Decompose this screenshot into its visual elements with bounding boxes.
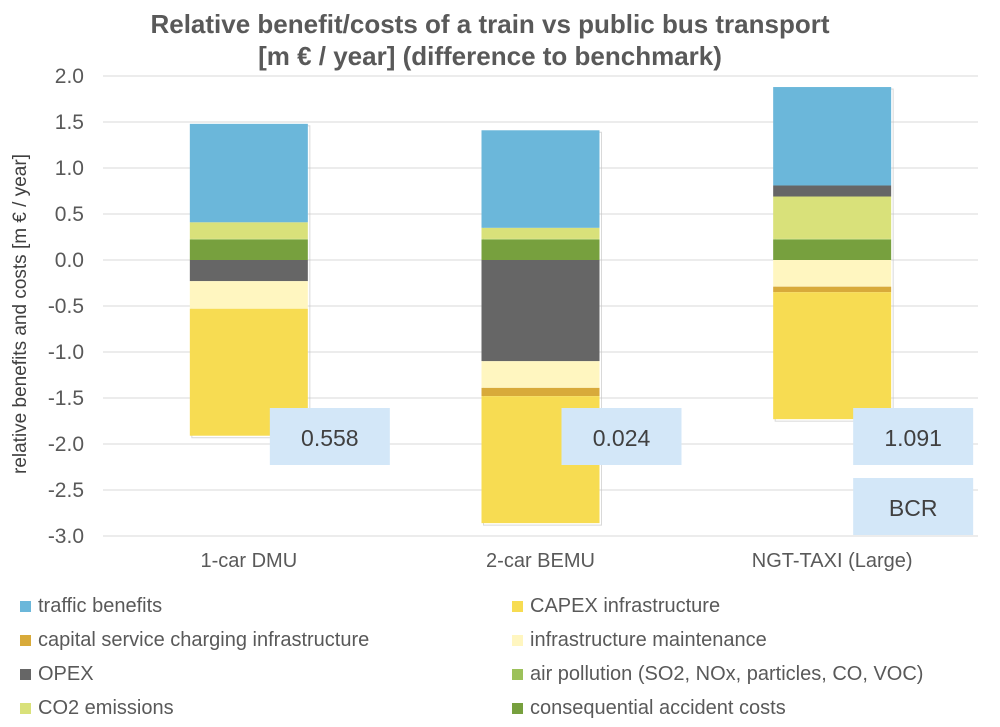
chart-title: Relative benefit/costs of a train vs pub… <box>150 9 829 71</box>
legend-swatch <box>512 668 523 680</box>
bar-segment <box>773 260 892 287</box>
bcr-value: 0.558 <box>301 425 359 451</box>
bar-segment <box>773 185 892 197</box>
bar-segment <box>189 123 308 223</box>
x-category-label: 1-car DMU <box>200 550 297 572</box>
x-category-label: 2-car BEMU <box>486 550 595 572</box>
legend-item: infrastructure maintenance <box>512 628 767 652</box>
bar-segment <box>481 387 600 397</box>
chart-title-line-1: Relative benefit/costs of a train vs pub… <box>150 9 829 39</box>
bar-segment <box>773 292 892 420</box>
y-tick-label: -0.5 <box>48 295 84 318</box>
bars <box>189 87 894 526</box>
bar-segment <box>481 260 600 362</box>
legend-swatch <box>512 634 523 646</box>
bar-segment <box>773 238 892 240</box>
legend: traffic benefits CAPEX infrastructure capi… <box>0 590 1000 727</box>
legend-label: OPEX <box>38 662 94 685</box>
legend-label: capital service charging infrastructure <box>38 628 370 651</box>
legend-swatch <box>512 702 523 714</box>
y-tick-label: -1.5 <box>48 387 84 410</box>
bcr-label: BCR <box>889 495 938 521</box>
legend-label: traffic benefits <box>38 594 163 617</box>
bar-segment <box>189 239 308 260</box>
bar-segment <box>481 239 600 260</box>
bar-segment <box>481 238 600 240</box>
bar-segment <box>189 260 308 282</box>
legend-label: CAPEX infrastructure <box>530 594 721 617</box>
bcr-box <box>269 408 390 465</box>
y-tick-label: 0.0 <box>55 249 84 272</box>
bar-segment <box>773 87 892 186</box>
chart: Relative benefit/costs of a train vs pub… <box>10 9 978 572</box>
bcr-value: 0.024 <box>593 425 651 451</box>
legend-swatch <box>20 702 31 714</box>
legend-label: CO2 emissions <box>38 696 174 719</box>
legend-swatch <box>20 668 31 680</box>
y-tick-label: 2.0 <box>55 65 84 88</box>
legend-item: traffic benefits <box>20 594 162 618</box>
legend-item: OPEX <box>20 662 94 686</box>
x-category-label: NGT-TAXI (Large) <box>752 550 913 572</box>
bar-segment <box>773 286 892 293</box>
y-tick-label: -3.0 <box>48 525 84 548</box>
bar-segment <box>189 281 308 309</box>
y-tick-label: 1.5 <box>55 111 84 134</box>
bcr-boxes: 0.558 0.024 1.091 BCR <box>269 408 974 535</box>
legend-label: infrastructure maintenance <box>530 628 767 651</box>
bar-segment <box>189 222 308 239</box>
legend-item: consequential accident costs <box>512 696 786 720</box>
bar-segment <box>481 130 600 228</box>
legend-item: capital service charging infrastructure <box>20 628 369 652</box>
legend-item: CO2 emissions <box>20 696 174 720</box>
y-tick-label: -2.0 <box>48 433 84 456</box>
y-tick-label: -2.5 <box>48 479 84 502</box>
y-tick-label: 1.0 <box>55 157 84 180</box>
legend-swatch <box>512 600 523 612</box>
bar-segment <box>773 239 892 260</box>
legend-item: CAPEX infrastructure <box>512 594 720 618</box>
bar-segment <box>481 227 600 239</box>
legend-label: consequential accident costs <box>530 696 786 719</box>
y-axis-ticks: 2.0 1.5 1.0 0.5 0.0 -0.5 -1.0 -1.5 -2.0 -2.5 -3.0 <box>48 65 84 548</box>
bar-segment <box>773 196 892 239</box>
bcr-box <box>853 408 974 465</box>
legend-label: air pollution (SO2, NOx, particles, CO, … <box>530 662 924 685</box>
bar-segment <box>189 238 308 240</box>
bcr-label-box <box>853 478 974 535</box>
bcr-value: 1.091 <box>884 425 942 451</box>
bcr-box <box>561 408 682 465</box>
x-axis-categories: 1-car DMU 2-car BEMU NGT-TAXI (Large) <box>200 550 912 572</box>
chart-title-line-2: [m € / year] (difference to benchmark) <box>258 41 722 71</box>
y-tick-label: -1.0 <box>48 341 84 364</box>
legend-swatch <box>20 634 31 646</box>
y-tick-label: 0.5 <box>55 203 84 226</box>
legend-swatch <box>20 600 31 612</box>
legend-item: air pollution (SO2, NOx, particles, CO, … <box>512 662 923 686</box>
bar-segment <box>481 361 600 388</box>
y-axis-label: relative benefits and costs [m € / year] <box>10 154 31 474</box>
